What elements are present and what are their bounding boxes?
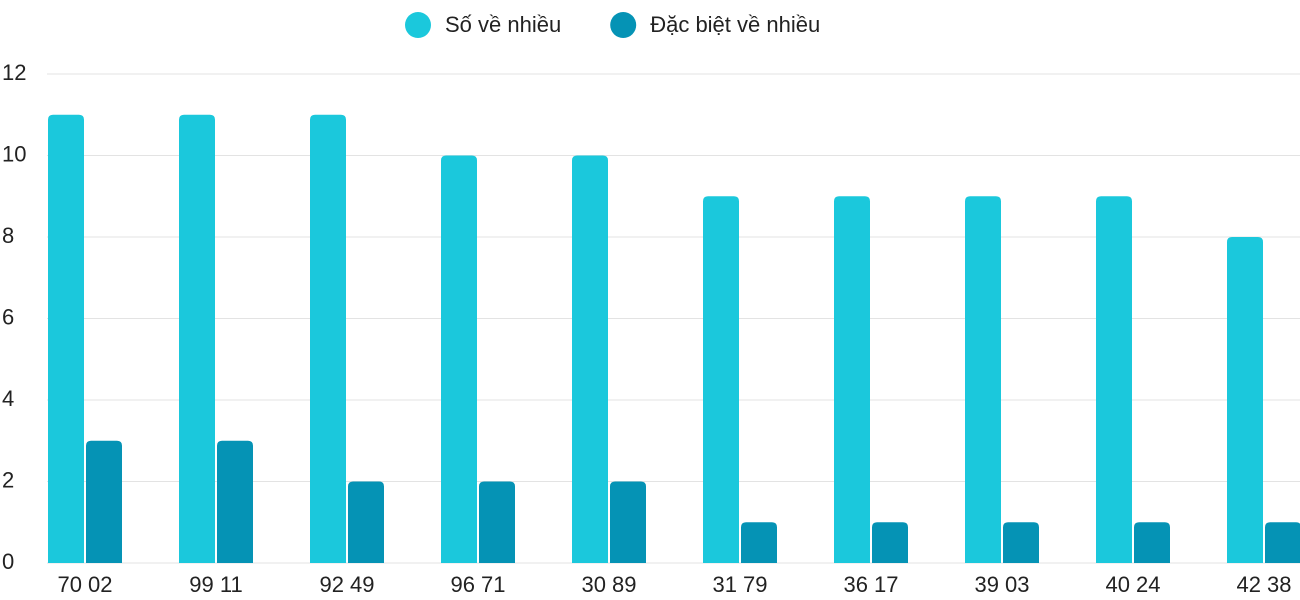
y-tick-label: 10 <box>2 141 26 166</box>
y-tick-label: 0 <box>2 549 14 574</box>
x-tick-label: 96 71 <box>450 572 505 597</box>
y-tick-label: 2 <box>2 467 14 492</box>
x-tick-label: 39 03 <box>974 572 1029 597</box>
bar <box>1134 522 1170 563</box>
y-tick-label: 6 <box>2 304 14 329</box>
bar <box>572 155 608 563</box>
bar <box>1096 196 1132 563</box>
x-tick-label: 92 49 <box>319 572 374 597</box>
bar <box>217 440 253 563</box>
bar <box>741 522 777 563</box>
x-tick-label: 36 17 <box>843 572 898 597</box>
bar <box>441 155 477 563</box>
x-tick-label: 42 38 <box>1236 572 1291 597</box>
bar <box>965 196 1001 563</box>
bar <box>703 196 739 563</box>
bar <box>834 196 870 563</box>
bar <box>86 440 122 563</box>
legend-marker <box>405 12 431 38</box>
y-tick-label: 8 <box>2 223 14 248</box>
bar <box>610 481 646 563</box>
x-tick-label: 40 24 <box>1105 572 1160 597</box>
bar <box>179 114 215 563</box>
x-tick-label: 30 89 <box>581 572 636 597</box>
legend-label: Đặc biệt về nhiều <box>650 12 820 37</box>
y-tick-label: 4 <box>2 386 14 411</box>
bar <box>479 481 515 563</box>
bar <box>872 522 908 563</box>
bar <box>348 481 384 563</box>
legend-marker <box>610 12 637 38</box>
y-tick-label: 12 <box>2 60 26 85</box>
x-tick-label: 70 02 <box>57 572 112 597</box>
x-tick-label: 31 79 <box>712 572 767 597</box>
legend-label: Số về nhiều <box>445 12 561 37</box>
x-tick-label: 99 11 <box>189 572 242 597</box>
bar <box>48 114 84 563</box>
bar <box>1003 522 1039 563</box>
bar <box>1265 522 1300 563</box>
bar <box>1227 237 1263 563</box>
bar <box>310 114 346 563</box>
